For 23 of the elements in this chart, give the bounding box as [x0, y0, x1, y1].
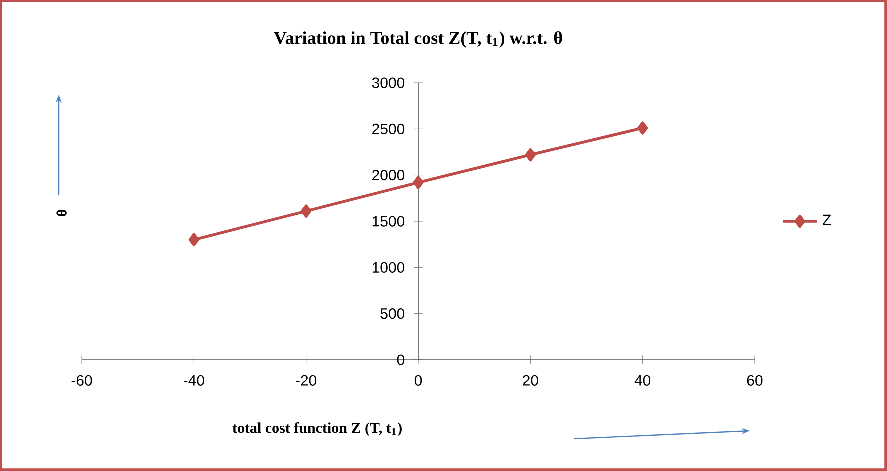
y-tick-label: 0 — [397, 354, 405, 366]
chart-title: Variation in Total cost Z(T, t$_{1}$) w.r.t. θ — [274, 32, 562, 48]
point — [638, 122, 648, 135]
y-tick-label: 3000 — [372, 78, 405, 88]
point — [413, 176, 424, 190]
x-tick-label: 60 — [747, 375, 763, 386]
x-tick-label: -60 — [72, 375, 92, 386]
x-tick-label: -20 — [296, 375, 317, 386]
x-tick-label: 40 — [634, 375, 651, 386]
y-tick-label: 2000 — [372, 170, 405, 181]
x-tick-label: -40 — [184, 375, 204, 386]
x-axis-title: total cost function Z (T, t$_{1}$) — [232, 422, 402, 436]
point — [301, 204, 312, 218]
y-tick-label: 500 — [380, 308, 405, 320]
y-axis-title: θ — [56, 210, 67, 216]
x-tick-label: 0 — [414, 375, 422, 386]
y-tick-label: 1500 — [372, 216, 405, 227]
legend-label: Z — [823, 214, 832, 226]
point — [188, 233, 200, 247]
y-tick-label: 1000 — [372, 262, 405, 273]
x-tick-label: 20 — [523, 375, 538, 386]
y-tick-label: 2500 — [372, 124, 405, 134]
point — [525, 148, 536, 162]
